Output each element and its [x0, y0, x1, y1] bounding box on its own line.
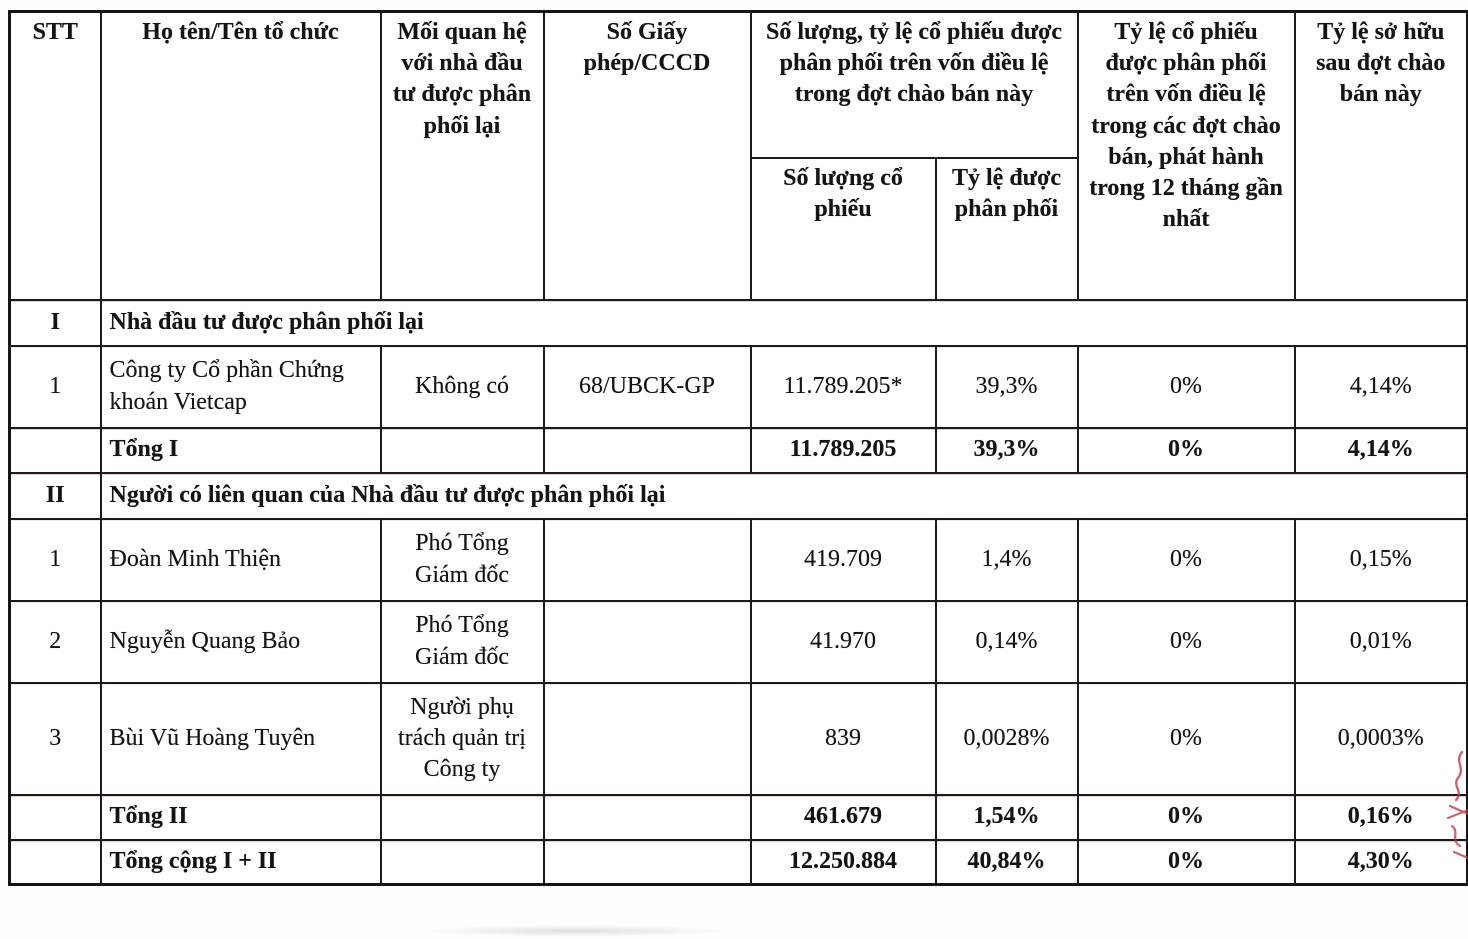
cell-name: Tổng I [99, 426, 382, 474]
cell-distribution-pct: 0,14% [934, 599, 1079, 684]
row-total-i: Tổng I 11.789.205 39,3% 0% 4,14% [8, 426, 1468, 474]
cell-distribution-pct: 1,4% [934, 517, 1079, 602]
cell-12month-pct: 0% [1076, 681, 1296, 796]
cell-12month-pct: 0% [1076, 517, 1296, 602]
cell-license [542, 517, 752, 602]
header-name: Họ tên/Tên tổ chức [99, 10, 382, 301]
cell-ownership-pct: 0,16% [1293, 793, 1468, 841]
cell-stt [8, 793, 102, 841]
row-grand-total: Tổng cộng I + II 12.250.884 40,84% 0% 4,… [8, 838, 1468, 886]
cell-shares: 11.789.205* [749, 344, 937, 429]
header-12month-pct: Tỷ lệ cổ phiếu được phân phối trên vốn đ… [1076, 10, 1296, 301]
cell-shares: 839 [749, 681, 937, 796]
cell-relation [379, 838, 545, 886]
cell-name: Tổng cộng I + II [99, 838, 382, 886]
cell-license [542, 681, 752, 796]
cell-ownership-pct: 4,14% [1293, 426, 1468, 474]
cell-12month-pct: 0% [1076, 793, 1296, 841]
cell-name: Bùi Vũ Hoàng Tuyên [99, 681, 382, 796]
header-distribution-pct: Tỷ lệ được phân phối [934, 156, 1079, 301]
cell-stt [8, 426, 102, 474]
cell-ownership-pct: 4,30% [1293, 838, 1468, 886]
cell-distribution-pct: 39,3% [934, 344, 1079, 429]
table-header: STT Họ tên/Tên tổ chức Mối quan hệ với n… [8, 10, 1468, 301]
header-license: Số Giấy phép/CCCD [542, 10, 752, 301]
cell-12month-pct: 0% [1076, 838, 1296, 886]
cell-stt: 1 [8, 517, 102, 602]
cell-shares: 41.970 [749, 599, 937, 684]
cell-ownership-pct: 0,0003% [1293, 681, 1468, 796]
cell-distribution-pct: 1,54% [934, 793, 1079, 841]
cell-12month-pct: 0% [1076, 599, 1296, 684]
cell-relation [379, 793, 545, 841]
cell-stt: 2 [8, 599, 102, 684]
cell-name: Nguyễn Quang Bảo [99, 599, 382, 684]
cell-section-title: Nhà đầu tư được phân phối lại [99, 298, 1468, 347]
cell-license [542, 426, 752, 474]
cell-ownership-pct: 0,01% [1293, 599, 1468, 684]
row-related-person-1: 1 Đoàn Minh Thiện Phó Tổng Giám đốc 419.… [8, 517, 1468, 602]
cell-stt: I [8, 298, 102, 347]
cell-shares: 12.250.884 [749, 838, 937, 886]
cell-shares: 461.679 [749, 793, 937, 841]
row-section-i: I Nhà đầu tư được phân phối lại [8, 298, 1468, 347]
cell-relation [379, 426, 545, 474]
scan-smudge [420, 925, 730, 937]
header-relation: Mối quan hệ với nhà đầu tư được phân phố… [379, 10, 545, 301]
cell-distribution-pct: 40,84% [934, 838, 1079, 886]
cell-stt: 3 [8, 681, 102, 796]
cell-12month-pct: 0% [1076, 426, 1296, 474]
cell-distribution-pct: 39,3% [934, 426, 1079, 474]
cell-license [542, 838, 752, 886]
cell-stt [8, 838, 102, 886]
cell-ownership-pct: 0,15% [1293, 517, 1468, 602]
cell-section-title: Người có liên quan của Nhà đầu tư được p… [99, 471, 1468, 520]
row-section-ii: II Người có liên quan của Nhà đầu tư đượ… [8, 471, 1468, 520]
cell-name: Tổng II [99, 793, 382, 841]
cell-name: Công ty Cổ phần Chứng khoán Vietcap [99, 344, 382, 429]
share-distribution-table: STT Họ tên/Tên tổ chức Mối quan hệ với n… [8, 10, 1468, 886]
cell-license: 68/UBCK-GP [542, 344, 752, 429]
cell-distribution-pct: 0,0028% [934, 681, 1079, 796]
cell-12month-pct: 0% [1076, 344, 1296, 429]
cell-license [542, 599, 752, 684]
cell-relation: Phó Tổng Giám đốc [379, 599, 545, 684]
row-investor-vietcap: 1 Công ty Cổ phần Chứng khoán Vietcap Kh… [8, 344, 1468, 429]
cell-relation: Không có [379, 344, 545, 429]
cell-shares: 11.789.205 [749, 426, 937, 474]
cell-license [542, 793, 752, 841]
cell-stt: II [8, 471, 102, 520]
header-stt: STT [8, 10, 102, 301]
header-row-2: Số lượng cổ phiếu Tỷ lệ được phân phối [10, 156, 1468, 301]
header-ownership-after: Tỷ lệ sở hữu sau đợt chào bán này [1293, 10, 1468, 301]
cell-relation: Phó Tổng Giám đốc [379, 517, 545, 602]
cell-ownership-pct: 4,14% [1293, 344, 1468, 429]
cell-shares: 419.709 [749, 517, 937, 602]
cell-relation: Người phụ trách quản trị Công ty [379, 681, 545, 796]
header-distribution-group: Số lượng, tỷ lệ cổ phiếu được phân phối … [749, 10, 1079, 159]
header-row-1: STT Họ tên/Tên tổ chức Mối quan hệ với n… [8, 10, 1468, 301]
row-related-person-3: 3 Bùi Vũ Hoàng Tuyên Người phụ trách quả… [8, 681, 1468, 796]
table-body: I Nhà đầu tư được phân phối lại 1 Công t… [8, 298, 1468, 886]
cell-stt: 1 [8, 344, 102, 429]
header-share-count: Số lượng cổ phiếu [749, 156, 937, 301]
cell-name: Đoàn Minh Thiện [99, 517, 382, 602]
row-related-person-2: 2 Nguyễn Quang Bảo Phó Tổng Giám đốc 41.… [8, 599, 1468, 684]
row-total-ii: Tổng II 461.679 1,54% 0% 0,16% [8, 793, 1468, 841]
